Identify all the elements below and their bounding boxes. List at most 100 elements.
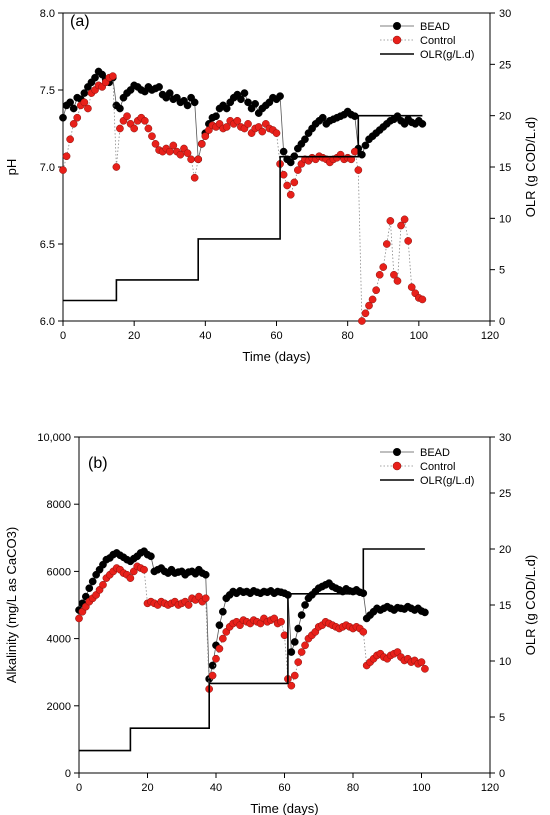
data-point-control [382,240,391,248]
data-point-control [372,286,380,295]
data-point-bead [201,570,210,579]
legend-item: OLR(g/L.d) [380,475,474,487]
data-point-control [130,124,139,133]
data-point-control [69,120,78,128]
y-tick-label: 6.5 [40,239,55,251]
data-point-control [350,147,359,156]
data-point-bead [358,150,366,159]
data-point-control [112,163,121,171]
x-tick-label: 120 [481,782,499,794]
x-tick-label: 20 [128,330,140,342]
data-point-bead [155,83,163,91]
data-point-control [126,574,135,582]
legend-marker [392,461,402,471]
data-point-control [301,641,309,650]
data-point-bead [297,611,306,619]
data-point-control [190,173,199,182]
legend-item: BEAD [380,447,450,459]
y2-tick-label: 5 [499,265,505,277]
y-tick-label: 8000 [47,499,71,511]
y2-tick-label: 30 [499,432,511,444]
legend-item: Control [380,461,455,473]
data-point-control [244,120,252,128]
data-point-control [417,658,426,666]
data-point-control [393,277,402,285]
data-point-control [140,116,149,125]
data-point-control [283,181,292,190]
y2-tick-label: 25 [499,488,511,500]
data-point-bead [91,73,99,82]
y-tick-label: 0 [65,768,71,780]
data-point-bead [350,112,359,121]
data-point-control [407,283,416,291]
data-point-control [208,671,217,680]
data-point-bead [190,98,199,107]
series-olr-g-l-d- [63,114,423,302]
data-point-bead [212,112,220,121]
y2-tick-label: 5 [499,712,505,724]
y-tick-label: 6.0 [40,316,55,328]
legend-item: OLR(g/L.d) [380,49,474,61]
y2-tick-label: 20 [499,111,511,123]
legend-item: Control [380,35,455,47]
y2-axis-label: OLR (g COD/L.d) [523,117,538,217]
data-point-control [400,215,409,224]
legend: BEAD Control OLR(g/L.d) [380,447,474,487]
x-tick-label: 120 [481,330,499,342]
data-point-bead [361,141,370,150]
x-tick-label: 0 [76,782,82,794]
legend-marker [392,35,402,45]
data-point-control [215,644,224,653]
y-tick-label: 7.5 [40,85,55,97]
series-line [78,565,426,690]
data-point-control [123,112,131,121]
y2-tick-label: 15 [499,600,511,612]
series-bead [75,547,429,683]
legend-item: BEAD [380,21,450,33]
data-point-control [290,671,299,680]
data-point-bead [421,608,429,617]
data-point-bead [287,648,296,656]
panel-label: (b) [88,455,108,472]
legend-marker [393,448,401,456]
data-point-bead [69,104,78,113]
legend-label: OLR(g/L.d) [420,49,474,61]
data-point-control [151,140,160,148]
panel-label: (a) [70,13,90,30]
y2-tick-label: 10 [499,213,511,225]
y2-tick-label: 30 [499,8,511,20]
data-point-bead [286,158,295,167]
data-point-control [197,140,206,148]
legend-label: Control [420,35,455,47]
x-axis-label: Time (days) [242,349,310,364]
legend: BEAD Control OLR(g/L.d) [380,21,474,61]
legend-label: BEAD [420,21,450,33]
data-point-control [354,166,363,174]
y2-axis-label: OLR (g COD/L.d) [523,555,538,655]
data-point-control [169,141,178,150]
data-point-control [73,113,82,122]
y-tick-label: 6000 [47,566,71,578]
data-point-control [233,116,242,125]
data-point-control [418,295,427,304]
data-point-control [84,104,92,113]
data-point-control [368,295,377,304]
chart-panel-1: 0 20 40 60 80 100 120 6.0 6.5 7.0 7.5 8.0 0 5 10 15 20 25… [4,8,538,364]
series-control [75,562,429,693]
data-point-control [258,127,267,136]
data-point-control [290,178,299,187]
data-point-control [144,124,153,133]
data-point-control [148,132,156,141]
x-tick-label: 100 [410,330,428,342]
data-point-bead [251,100,259,108]
data-point-bead [147,552,155,561]
data-point-control [272,129,281,137]
y2-tick-label: 15 [499,162,511,174]
data-point-control [386,217,395,225]
data-point-bead [165,89,174,97]
x-tick-label: 20 [141,782,153,794]
data-point-bead [222,104,231,113]
y-axis-label: pH [4,159,19,176]
data-point-bead [215,621,224,630]
